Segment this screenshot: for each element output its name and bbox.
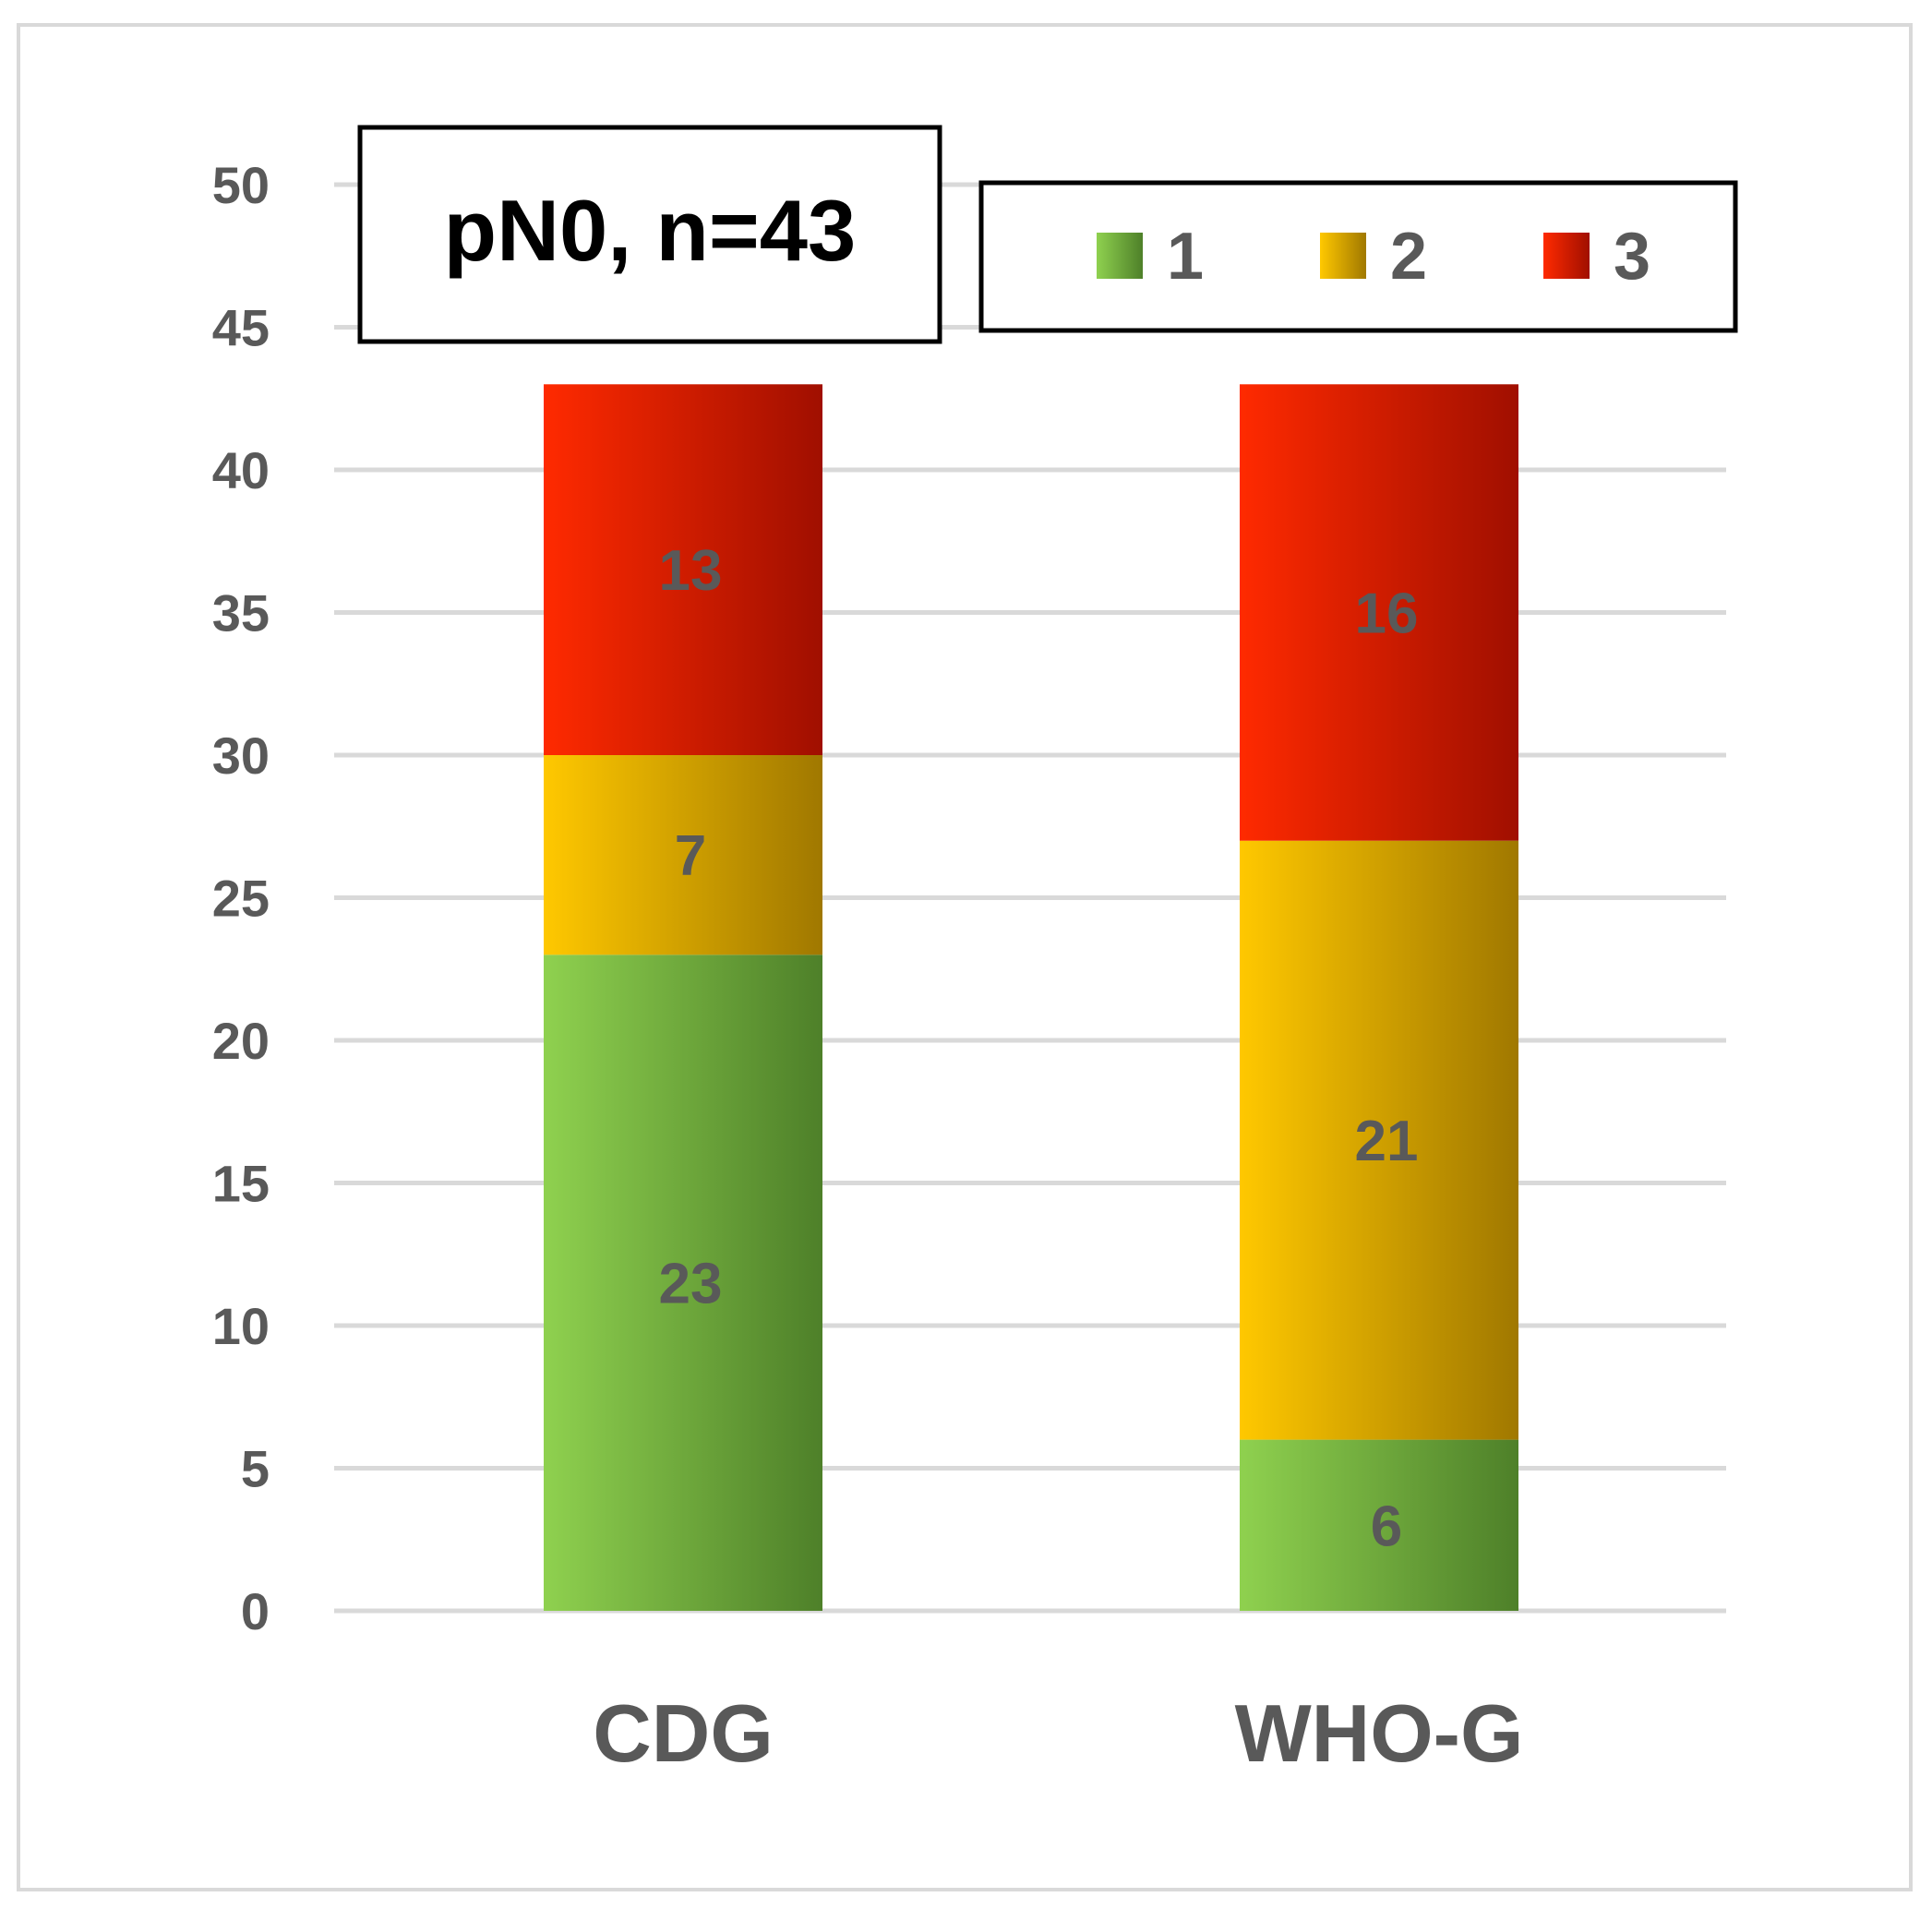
y-tick-label: 35 (212, 584, 270, 642)
y-tick-label: 50 (212, 156, 270, 214)
y-tick-label: 10 (212, 1297, 270, 1355)
bars (544, 384, 1518, 1611)
bar-segment (544, 954, 822, 1611)
y-axis-ticks: 0 5 10 15 20 25 30 35 40 45 50 (212, 156, 270, 1640)
y-tick-label: 45 (212, 299, 270, 357)
legend-swatch (1543, 233, 1590, 279)
y-tick-label: 20 (212, 1012, 270, 1070)
chart-title: pN0, n=43 (444, 182, 857, 279)
bar-segment (1240, 840, 1518, 1440)
chart-title-box: pN0, n=43 (357, 125, 942, 344)
y-tick-label: 5 (241, 1440, 270, 1498)
data-label: 16 (1355, 582, 1419, 646)
y-tick-label: 25 (212, 870, 270, 928)
legend-swatch (1320, 233, 1366, 279)
data-label: 7 (675, 824, 706, 888)
data-label: 6 (1371, 1495, 1402, 1558)
legend: 1 2 3 (978, 180, 1738, 333)
x-category-label: CDG (593, 1687, 774, 1779)
x-axis-categories: CDG WHO-G (593, 1687, 1523, 1779)
bar-segment (1240, 1439, 1518, 1611)
legend-label: 1 (1167, 220, 1204, 294)
y-tick-label: 30 (212, 726, 270, 785)
data-label: 21 (1355, 1110, 1419, 1173)
data-label: 13 (659, 539, 723, 603)
legend-swatch (1097, 233, 1143, 279)
y-tick-label: 40 (212, 441, 270, 499)
data-label: 23 (659, 1253, 723, 1316)
y-tick-label: 15 (212, 1155, 270, 1213)
x-category-label: WHO-G (1235, 1687, 1524, 1779)
legend-label: 3 (1614, 220, 1650, 294)
data-labels: 23 7 13 6 21 16 (659, 539, 1419, 1558)
y-tick-label: 0 (241, 1582, 270, 1640)
legend-label: 2 (1390, 220, 1427, 294)
bar-segment (1240, 384, 1518, 841)
bar-segment (544, 755, 822, 955)
bar-segment (544, 384, 822, 755)
chart-frame (17, 23, 1913, 1891)
